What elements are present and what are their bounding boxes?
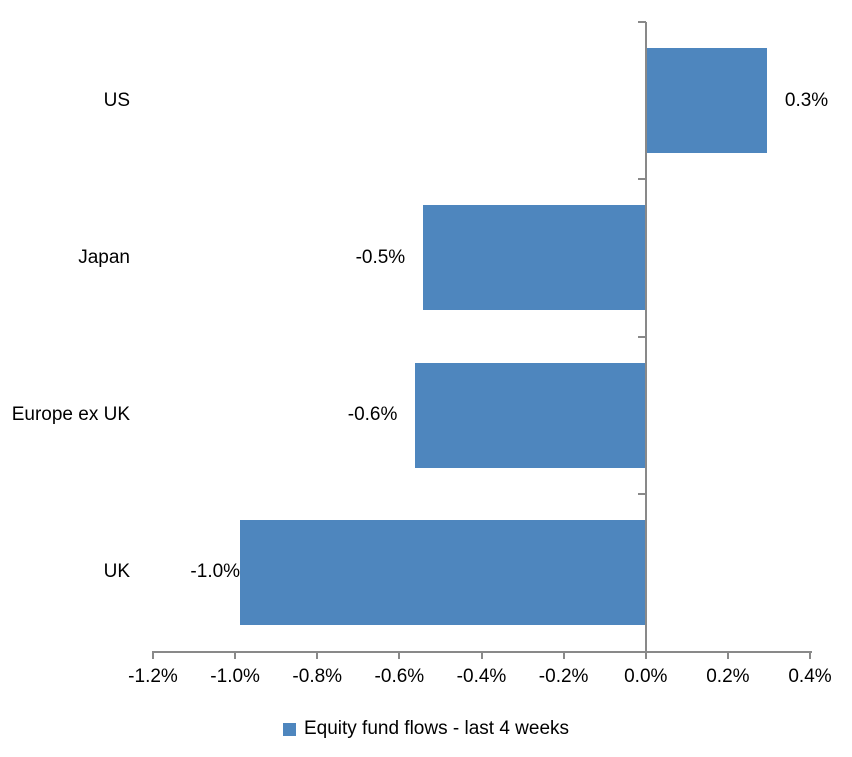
x-tick-label: 0.2% bbox=[706, 666, 750, 687]
bar bbox=[415, 362, 646, 468]
y-axis-line bbox=[644, 22, 647, 651]
x-axis-tick bbox=[234, 651, 237, 659]
legend-swatch bbox=[282, 722, 296, 736]
x-tick-label: -0.4% bbox=[456, 666, 507, 687]
x-tick-label: -1.0% bbox=[210, 666, 260, 687]
x-axis-tick bbox=[480, 651, 483, 659]
legend: Equity fund flows - last 4 weeks bbox=[0, 716, 852, 742]
x-tick-label: -0.6% bbox=[374, 666, 425, 687]
x-axis-tick bbox=[152, 651, 154, 659]
bar bbox=[423, 205, 646, 311]
x-tick-label: 0.0% bbox=[624, 666, 668, 687]
x-axis-tick bbox=[562, 651, 565, 659]
x-axis-tick bbox=[726, 651, 729, 659]
x-tick-label: -0.2% bbox=[538, 666, 589, 687]
x-tick-label: 0.4% bbox=[788, 666, 832, 687]
y-axis-tick bbox=[637, 21, 646, 23]
legend-label: Equity fund flows - last 4 weeks bbox=[303, 718, 570, 739]
bar bbox=[240, 519, 646, 625]
bar-value-label: 0.3% bbox=[784, 89, 829, 111]
category-label: UK bbox=[103, 561, 130, 583]
y-axis-tick bbox=[637, 335, 646, 338]
x-tick-label: -1.2% bbox=[128, 666, 178, 687]
x-axis-tick bbox=[644, 651, 647, 659]
x-axis-tick bbox=[316, 651, 319, 659]
x-tick-label: -0.8% bbox=[292, 666, 343, 687]
x-axis-tick bbox=[809, 651, 811, 659]
bar-value-label: -0.6% bbox=[347, 404, 398, 426]
bar-value-label: -1.0% bbox=[190, 561, 241, 583]
category-label: US bbox=[103, 89, 130, 111]
y-axis-tick bbox=[637, 178, 646, 181]
x-axis-tick bbox=[398, 651, 401, 659]
category-label: Europe ex UK bbox=[11, 404, 130, 426]
bar-value-label: -0.5% bbox=[355, 246, 406, 268]
x-axis-line bbox=[153, 651, 812, 653]
bar bbox=[645, 48, 767, 154]
category-label: Japan bbox=[78, 246, 130, 268]
y-axis-tick bbox=[637, 492, 646, 495]
